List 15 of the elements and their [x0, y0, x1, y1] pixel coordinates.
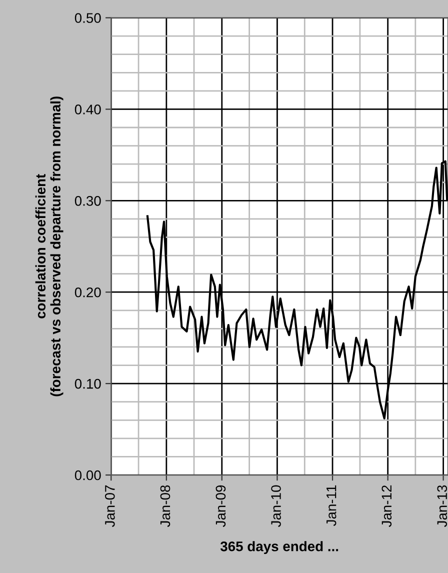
x-tick-label: Jan-11 — [326, 485, 336, 526]
y-tick-label: 0.30 — [74, 196, 101, 206]
y-tick-label: 0.50 — [74, 13, 101, 23]
x-tick-label: Jan-07 — [104, 485, 115, 527]
y-tick-label: 0.10 — [74, 378, 101, 389]
x-tick-label: Jan-08 — [160, 485, 170, 527]
x-tick-label: Jan-12 — [382, 485, 392, 527]
x-tick-label: Jan-09 — [216, 485, 226, 527]
y-axis-title: correlation coefficient (forecast vs observed departure from normal) — [35, 96, 64, 396]
y-tick-label: 0.40 — [74, 104, 101, 114]
x-axis-title: 365 days ended ... — [220, 541, 338, 554]
x-tick-label: Jan-10 — [271, 485, 281, 527]
y-tick-label: 0.20 — [74, 287, 101, 298]
x-tick-label: Jan-13 — [437, 485, 448, 527]
y-tick-label: 0.00 — [74, 470, 101, 480]
